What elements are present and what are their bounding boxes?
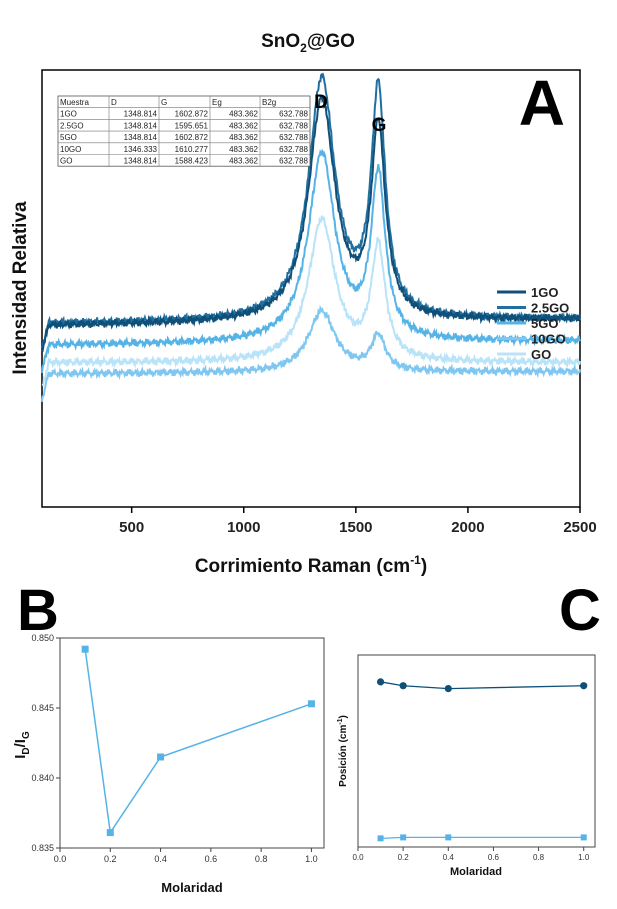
panel-c-axes: 0.0 0.2 0.4 0.6 0.8 1.0: [352, 847, 590, 862]
b-y-tick-label: 0.845: [31, 703, 54, 713]
table-cell: 632.788: [279, 145, 308, 154]
table-header-cell: G: [161, 98, 167, 107]
b-x-tick-label: 0.4: [154, 854, 167, 864]
panel-a-y-axis-label: Intensidad Relativa: [10, 201, 31, 375]
c-x-tick-label: 0.4: [443, 853, 455, 862]
peak-label-g: G: [372, 115, 387, 136]
c-series-line: [380, 681, 584, 690]
table-cell: 1602.872: [175, 110, 209, 119]
c-x-tick-label: 0.8: [533, 853, 545, 862]
panel-c-y-axis-label: Posición (cm-1): [337, 715, 349, 787]
panel-b-y-axis-label: ID/IG: [12, 731, 32, 759]
b-y-tick-label: 0.850: [31, 633, 54, 643]
c-x-tick-label: 0.6: [488, 853, 500, 862]
table-cell: 632.788: [279, 121, 308, 130]
panel-b-axes: 0.0 0.2 0.4 0.6 0.8 1.0 0.835 0.840 0.845 0.850: [31, 633, 317, 864]
chart-title: SnO2@GO: [261, 31, 355, 55]
x-tick-label-2000: 2000: [451, 519, 484, 536]
table-header-cell: Eg: [212, 98, 222, 107]
c-point-square: [445, 834, 452, 841]
table-cell: 483.362: [229, 121, 258, 130]
table-cell: 632.788: [279, 110, 308, 119]
b-x-tick-label: 0.6: [205, 854, 218, 864]
panel-a-plot-area: [41, 69, 581, 508]
c-x-tick-label: 0.2: [398, 853, 410, 862]
table-cell: 632.788: [279, 157, 308, 166]
b-point: [106, 829, 114, 837]
c-x-tick-label: 0.0: [352, 853, 364, 862]
spectrum-line-5go: [41, 148, 581, 374]
table-cell: 1348.814: [124, 157, 158, 166]
panel-c-plot-area: [357, 654, 596, 848]
panel-a-letter: A: [519, 67, 565, 139]
table-cell: 1348.814: [124, 121, 158, 130]
peak-position-table: Muestra D G Eg B2g 1GO 1348.814 1602.872 483.362…: [57, 95, 311, 167]
b-series-line: [84, 649, 312, 835]
panel-b-plot-area: [59, 637, 325, 849]
table-cell: 483.362: [229, 145, 258, 154]
table-cell: 1348.814: [124, 110, 158, 119]
table-cell: 632.788: [279, 133, 308, 142]
x-tick-label-2500: 2500: [563, 519, 596, 536]
table-cell: 10GO: [60, 145, 81, 154]
legend-label-2-5go: 2.5GO: [531, 301, 569, 316]
table-cell: 483.362: [229, 133, 258, 142]
spectrum-line-go: [41, 215, 581, 387]
spectrum-line-10go: [41, 305, 581, 403]
table-cell: 1588.423: [175, 157, 209, 166]
peak-label-d: D: [314, 92, 328, 113]
c-point-square: [377, 835, 384, 842]
x-tick-label-500: 500: [119, 519, 144, 536]
table-cell: 1346.333: [124, 145, 158, 154]
x-tick-label-1500: 1500: [339, 519, 372, 536]
c-point-circle: [399, 682, 407, 690]
panel-c-letter: C: [559, 578, 601, 643]
c-x-tick-label: 1.0: [578, 853, 590, 862]
c-point-circle: [444, 685, 452, 693]
x-tick-label-1000: 1000: [227, 519, 260, 536]
c-series-line: [380, 836, 584, 840]
c-point-square: [400, 834, 407, 841]
c-point-square: [580, 834, 587, 841]
b-x-tick-label: 0.2: [104, 854, 117, 864]
legend-label-10go: 10GO: [531, 332, 566, 347]
panel-b-x-axis-label: Molaridad: [161, 880, 222, 895]
table-header-cell: D: [111, 98, 117, 107]
table-cell: 483.362: [229, 110, 258, 119]
b-point: [81, 645, 89, 653]
panel-a-curves: [41, 72, 581, 403]
c-point-circle: [580, 682, 588, 690]
panel-a-x-ticks: 500 1000 1500 2000 2500: [119, 507, 597, 536]
table-cell: 483.362: [229, 157, 258, 166]
b-x-tick-label: 0.8: [255, 854, 268, 864]
b-point: [307, 700, 315, 708]
panel-b-letter: B: [17, 578, 59, 643]
panel-c-series: [376, 678, 588, 842]
b-point: [157, 753, 165, 761]
spectrum-line-1go: [41, 94, 581, 353]
panel-b-series: [81, 645, 315, 837]
table-cell: 1595.651: [175, 121, 209, 130]
b-y-tick-label: 0.835: [31, 843, 54, 853]
legend-label-go: GO: [531, 347, 551, 362]
table-header-cell: Muestra: [60, 98, 89, 107]
b-x-tick-label: 1.0: [305, 854, 318, 864]
legend-label-1go: 1GO: [531, 285, 558, 300]
c-point-circle: [376, 678, 385, 686]
b-y-tick-label: 0.840: [31, 773, 54, 783]
table-cell: 1602.872: [175, 133, 209, 142]
table-cell: 1GO: [60, 110, 77, 119]
table-cell: 5GO: [60, 133, 77, 142]
legend-label-5go: 5GO: [531, 316, 558, 331]
table-cell: 2.5GO: [60, 121, 84, 130]
table-cell: GO: [60, 157, 72, 166]
panel-a-x-axis-label: Corrimiento Raman (cm-1): [195, 553, 427, 577]
table-cell: 1348.814: [124, 133, 158, 142]
b-x-tick-label: 0.0: [54, 854, 67, 864]
panel-c-x-axis-label: Molaridad: [450, 866, 502, 878]
table-header-cell: B2g: [262, 98, 276, 107]
table-cell: 1610.277: [175, 145, 209, 154]
